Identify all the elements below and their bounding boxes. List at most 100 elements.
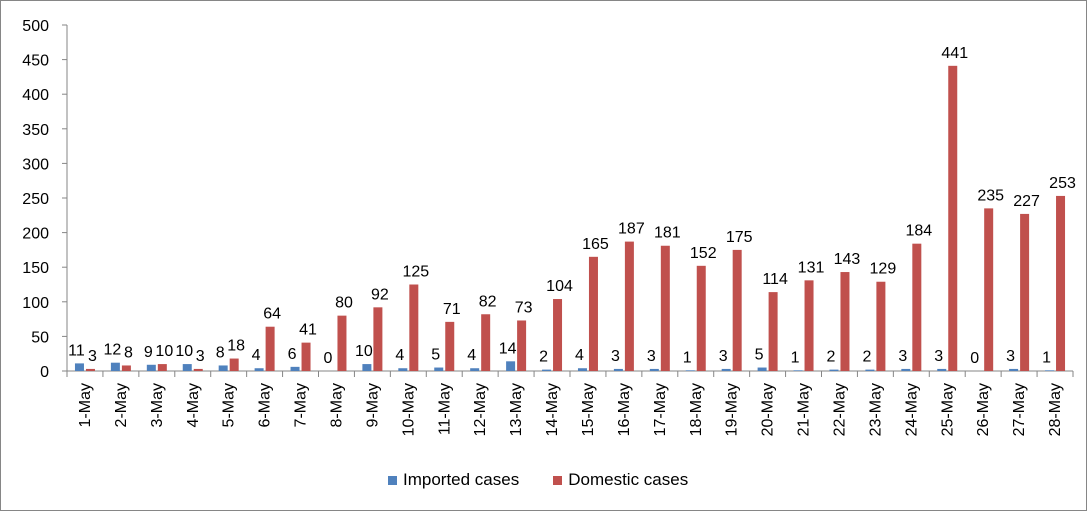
bar-imported: [398, 368, 408, 371]
legend-label-domestic: Domestic cases: [568, 470, 689, 489]
data-label-imported: 5: [431, 347, 440, 364]
bar-domestic: [301, 342, 311, 371]
data-label-domestic: 92: [371, 286, 389, 303]
bar-domestic: [1056, 195, 1066, 371]
bar-domestic: [660, 245, 670, 371]
legend-swatch-imported: [388, 475, 397, 485]
legend-swatch-domestic: [553, 475, 563, 485]
data-label-imported: 0: [970, 350, 979, 367]
bar-imported: [1045, 370, 1055, 371]
data-label-imported: 1: [1042, 349, 1051, 366]
y-tick-label: 300: [22, 156, 49, 173]
data-label-imported: 3: [719, 348, 728, 365]
data-label-domestic: 8: [124, 344, 133, 361]
bar-imported: [434, 367, 444, 371]
bar-imported: [865, 369, 875, 371]
data-label-domestic: 187: [618, 221, 645, 238]
bar-imported: [182, 364, 192, 371]
data-label-domestic: 104: [546, 278, 573, 295]
data-label-imported: 6: [288, 346, 297, 363]
data-label-imported: 8: [216, 344, 225, 361]
bar-domestic: [768, 292, 778, 371]
bar-domestic: [265, 326, 275, 371]
data-label-domestic: 10: [155, 343, 173, 360]
bar-imported: [829, 369, 839, 371]
x-tick-label: 28-May: [1047, 383, 1064, 436]
bar-domestic: [912, 243, 922, 371]
bar-domestic: [696, 265, 706, 371]
x-tick-label: 14-May: [544, 383, 561, 436]
x-tick-label: 20-May: [760, 383, 777, 436]
bar-imported: [290, 366, 300, 371]
bar-imported: [577, 368, 587, 371]
x-tick-label: 18-May: [688, 383, 705, 436]
bar-domestic: [948, 65, 958, 371]
bar-domestic: [732, 249, 742, 371]
bar-imported: [218, 365, 228, 371]
x-tick-label: 22-May: [831, 383, 848, 436]
y-tick-label: 350: [22, 122, 49, 139]
x-tick-label: 24-May: [903, 383, 920, 436]
data-label-domestic: 3: [88, 348, 97, 365]
data-label-imported: 2: [862, 349, 871, 366]
data-label-domestic: 64: [263, 306, 281, 323]
bar-domestic: [229, 358, 239, 371]
y-tick-label: 450: [22, 53, 49, 70]
data-label-domestic: 82: [479, 293, 497, 310]
data-label-imported: 4: [252, 347, 261, 364]
bar-imported: [793, 370, 803, 371]
data-label-domestic: 184: [905, 223, 932, 240]
data-label-imported: 1: [683, 349, 692, 366]
x-tick-label: 5-May: [221, 383, 238, 427]
bar-domestic: [157, 364, 167, 371]
data-label-imported: 14: [499, 340, 517, 357]
bar-domestic: [984, 208, 994, 371]
bar-domestic: [373, 307, 383, 371]
data-label-imported: 3: [611, 348, 620, 365]
bar-imported: [542, 369, 552, 371]
data-label-domestic: 114: [762, 271, 788, 288]
x-tick-label: 26-May: [975, 383, 992, 436]
y-tick-label: 50: [31, 329, 49, 346]
x-tick-label: 13-May: [508, 383, 525, 436]
x-tick-label: 8-May: [328, 383, 345, 427]
bar-domestic: [193, 368, 203, 371]
x-tick-label: 6-May: [257, 383, 274, 427]
bar-domestic: [804, 280, 814, 371]
data-label-imported: 5: [755, 347, 764, 364]
y-tick-label: 100: [22, 295, 49, 312]
bar-imported: [254, 368, 264, 371]
data-label-imported: 9: [144, 344, 153, 361]
data-label-imported: 10: [175, 343, 193, 360]
x-tick-label: 15-May: [580, 383, 597, 436]
bar-imported: [470, 368, 480, 371]
data-label-domestic: 441: [941, 45, 968, 62]
bar-imported: [901, 368, 911, 371]
bar-imported: [74, 363, 84, 371]
data-label-domestic: 41: [299, 322, 317, 339]
y-tick-label: 250: [22, 191, 49, 208]
y-tick-label: 400: [22, 87, 49, 104]
x-tick-label: 10-May: [400, 383, 417, 436]
x-tick-label: 27-May: [1011, 383, 1028, 436]
bar-imported: [146, 364, 156, 371]
bar-domestic: [876, 281, 886, 371]
data-label-imported: 12: [103, 342, 121, 359]
data-label-imported: 4: [395, 347, 404, 364]
bar-domestic: [840, 272, 850, 371]
data-label-domestic: 143: [834, 251, 861, 268]
bar-domestic: [588, 256, 598, 371]
bar-domestic: [445, 321, 455, 371]
x-tick-label: 11-May: [436, 383, 453, 435]
bar-domestic: [85, 368, 95, 371]
data-label-domestic: 129: [870, 261, 897, 278]
bar-imported: [506, 361, 516, 371]
bar-imported: [721, 368, 731, 371]
y-tick-label: 500: [22, 18, 49, 35]
data-label-imported: 2: [827, 349, 836, 366]
data-label-domestic: 131: [798, 259, 825, 276]
data-label-domestic: 181: [654, 225, 681, 242]
x-tick-label: 3-May: [149, 383, 166, 427]
